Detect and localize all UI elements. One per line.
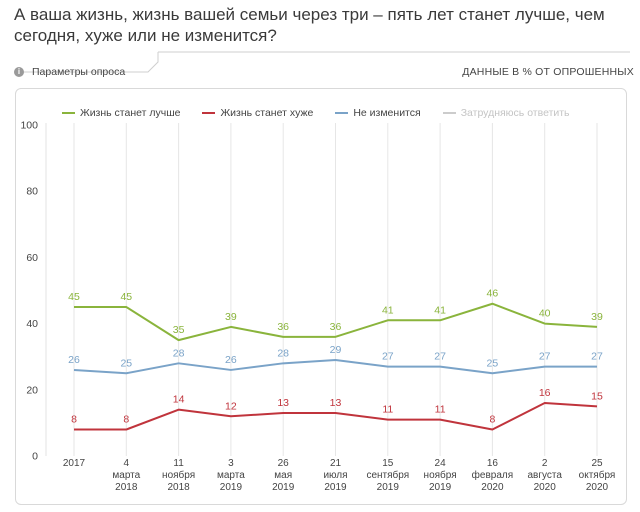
series-line-0 xyxy=(74,302,598,342)
data-label: 29 xyxy=(330,344,342,356)
data-label: 25 xyxy=(120,357,132,369)
legend-swatch xyxy=(62,112,75,114)
x-tick-label: 4 марта 2018 xyxy=(112,458,140,493)
data-label: 27 xyxy=(539,351,551,363)
data-label: 27 xyxy=(434,351,446,363)
data-label: 41 xyxy=(382,304,394,316)
data-label: 41 xyxy=(434,304,446,316)
y-tick-label: 0 xyxy=(32,451,38,463)
x-tick-label: 25 октября 2020 xyxy=(579,458,616,493)
data-label: 13 xyxy=(277,397,289,409)
data-label: 36 xyxy=(277,321,289,333)
x-tick-label: 2017 xyxy=(63,458,86,469)
y-tick-label: 40 xyxy=(26,318,38,330)
legend-item-3[interactable]: Затрудняюсь ответить xyxy=(442,107,570,119)
data-label: 8 xyxy=(489,414,495,426)
x-tick-label: 2 августа 2020 xyxy=(527,458,562,493)
data-label: 45 xyxy=(68,291,80,303)
data-label: 28 xyxy=(277,347,289,359)
legend-label: Затрудняюсь ответить xyxy=(460,107,570,119)
legend-swatch xyxy=(202,112,216,114)
legend-item-0[interactable]: Жизнь станет лучше xyxy=(62,107,180,119)
series-line-2 xyxy=(73,359,597,375)
series-line-1 xyxy=(74,402,598,431)
data-label: 14 xyxy=(173,394,185,406)
legend-label: Не изменится xyxy=(353,107,421,119)
data-label: 46 xyxy=(487,288,499,300)
data-label: 39 xyxy=(225,311,237,323)
legend-label: Жизнь станет лучше xyxy=(80,107,181,119)
legend-item-1[interactable]: Жизнь станет хуже xyxy=(202,107,313,119)
data-label: 16 xyxy=(539,387,551,399)
data-label: 40 xyxy=(539,308,551,320)
chart-legend: Жизнь станет лучше Жизнь станет хуже Не из… xyxy=(62,107,592,119)
x-tick-label: 11 ноября 2018 xyxy=(162,458,195,493)
chart-panel xyxy=(15,88,627,505)
legend-label: Жизнь станет хуже xyxy=(220,107,314,119)
data-label: 11 xyxy=(382,404,393,416)
x-tick-label: 21 июля 2019 xyxy=(323,458,347,493)
data-label: 45 xyxy=(120,291,132,303)
data-label: 27 xyxy=(382,351,394,363)
data-label: 8 xyxy=(71,414,77,426)
x-tick-label: 26 мая 2019 xyxy=(272,458,295,493)
data-label: 8 xyxy=(123,414,129,426)
x-tick-label: 3 марта 2019 xyxy=(217,458,245,493)
data-label: 13 xyxy=(330,397,342,409)
legend-swatch xyxy=(335,112,349,114)
data-unit-note: ДАННЫЕ В % ОТ ОПРОШЕННЫХ xyxy=(462,66,634,78)
data-label: 35 xyxy=(173,324,185,336)
info-icon: i xyxy=(14,67,24,77)
survey-params-label: Параметры опроса xyxy=(32,66,126,78)
data-label: 12 xyxy=(225,400,237,412)
x-tick-label: 15 сентября 2019 xyxy=(366,458,409,493)
data-label: 28 xyxy=(173,347,185,359)
x-tick-label: 16 февраля 2020 xyxy=(472,458,513,493)
y-tick-label: 80 xyxy=(26,186,38,198)
data-label: 26 xyxy=(225,354,237,366)
data-label: 26 xyxy=(68,354,80,366)
legend-item-2[interactable]: Не изменится xyxy=(335,107,421,119)
survey-params-toggle[interactable]: i Параметры опроса xyxy=(14,66,125,78)
data-label: 27 xyxy=(591,351,603,363)
survey-question: А ваша жизнь, жизнь вашей семьи через тр… xyxy=(14,5,605,45)
y-tick-label: 20 xyxy=(26,384,38,396)
data-label: 36 xyxy=(330,321,342,333)
header-divider xyxy=(14,51,630,73)
data-label: 11 xyxy=(435,404,446,416)
legend-swatch xyxy=(442,112,456,114)
data-label: 25 xyxy=(487,357,499,369)
x-tick-label: 24 ноября 2019 xyxy=(424,458,457,493)
data-label: 15 xyxy=(591,390,603,402)
data-label: 39 xyxy=(591,311,603,323)
y-tick-label: 60 xyxy=(26,252,38,264)
y-tick-label: 100 xyxy=(20,120,38,132)
